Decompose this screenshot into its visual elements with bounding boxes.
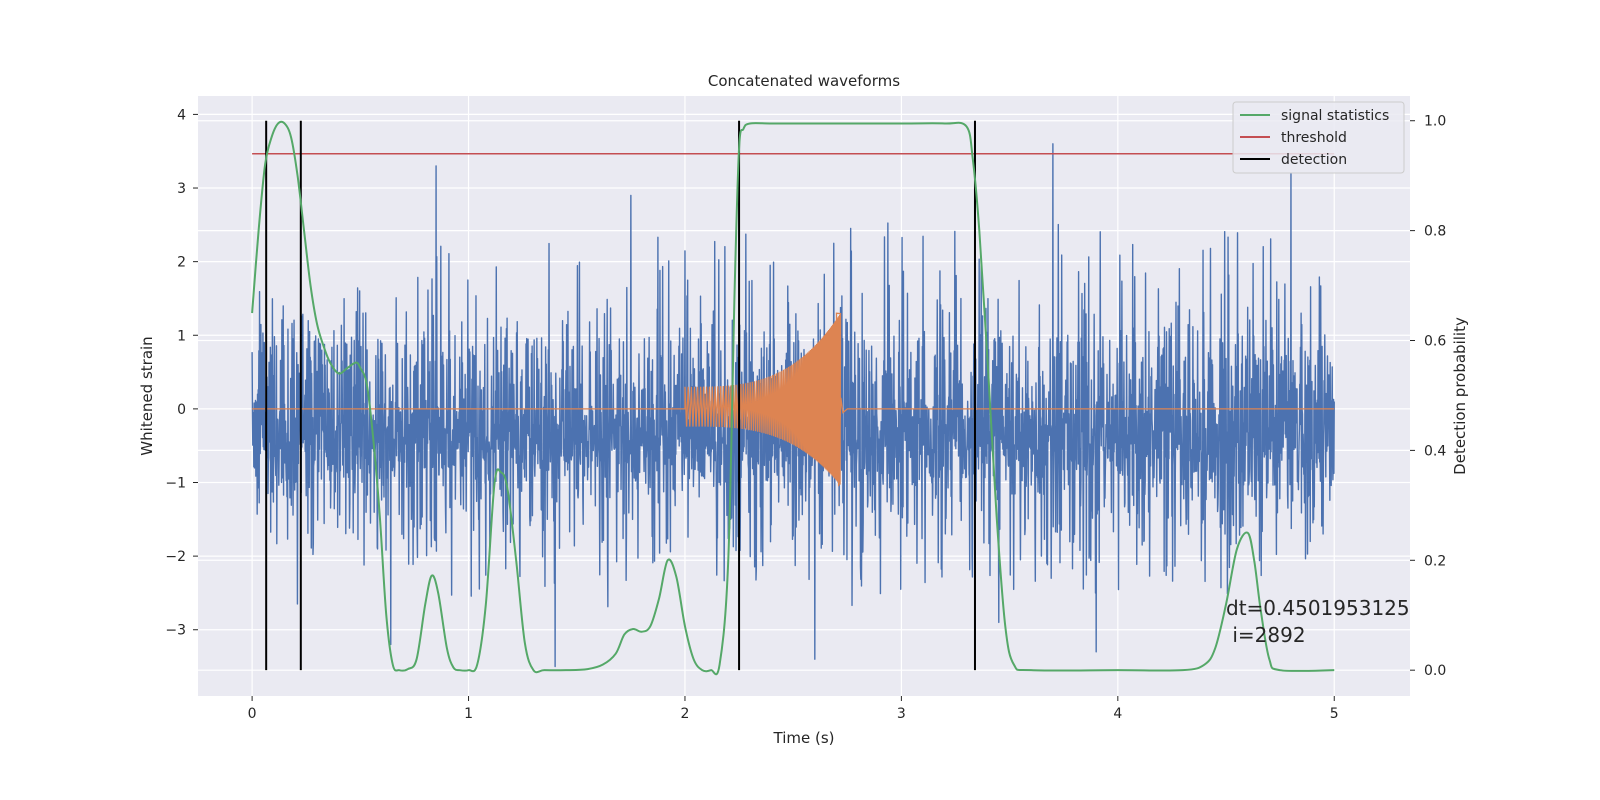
y2-tick-label: 0.4 [1424, 443, 1446, 459]
legend-label: detection [1281, 152, 1347, 168]
annotation-dt: dt=0.4501953125 [1226, 596, 1410, 620]
y-tick-label: 4 [177, 107, 186, 123]
chirp-waveform [252, 312, 1335, 487]
x-tick-label: 1 [464, 706, 473, 722]
y-tick-label: −2 [165, 549, 186, 565]
x-axis-label: Time (s) [773, 729, 835, 747]
series-layer [251, 120, 1335, 676]
y-axis-label: Whitened strain [138, 336, 156, 455]
y2-tick-label: 0.6 [1424, 334, 1446, 350]
legend-box [1232, 101, 1405, 174]
y-axis-right: 1.0 0.8 0.6 0.4 0.2 0.0 [1410, 114, 1446, 679]
annotation-index: i=2892 [1226, 623, 1306, 647]
x-tick-label: 0 [248, 706, 257, 722]
x-tick-label: 3 [897, 706, 906, 722]
x-axis: 0 1 2 3 4 5 [248, 696, 1339, 722]
legend: signal statistics threshold detection [1232, 101, 1405, 174]
y-tick-label: −1 [165, 476, 186, 492]
legend-label: signal statistics [1281, 108, 1389, 124]
y2-tick-label: 0.8 [1424, 224, 1446, 240]
y2-tick-label: 0.2 [1424, 553, 1446, 569]
y-tick-label: 3 [177, 181, 186, 197]
y2-tick-label: 1.0 [1424, 114, 1446, 130]
y-tick-label: 0 [177, 402, 186, 418]
y-axis-left: 4 3 2 1 0 −1 −2 −3 [165, 107, 198, 639]
y-tick-label: 1 [177, 328, 186, 344]
signal-statistics-line [251, 120, 1335, 676]
y-tick-label: −3 [165, 623, 186, 639]
y-tick-label: 2 [177, 255, 186, 271]
annotation: dt=0.4501953125 i=2892 [1226, 596, 1410, 647]
legend-label: threshold [1281, 130, 1347, 146]
x-tick-label: 4 [1113, 706, 1122, 722]
y2-axis-label: Detection probability [1451, 317, 1469, 475]
x-tick-label: 5 [1330, 706, 1339, 722]
x-tick-label: 2 [681, 706, 690, 722]
noise-trace [251, 143, 1335, 668]
y2-tick-label: 0.0 [1424, 663, 1446, 679]
chart-title: Concatenated waveforms [708, 72, 900, 90]
